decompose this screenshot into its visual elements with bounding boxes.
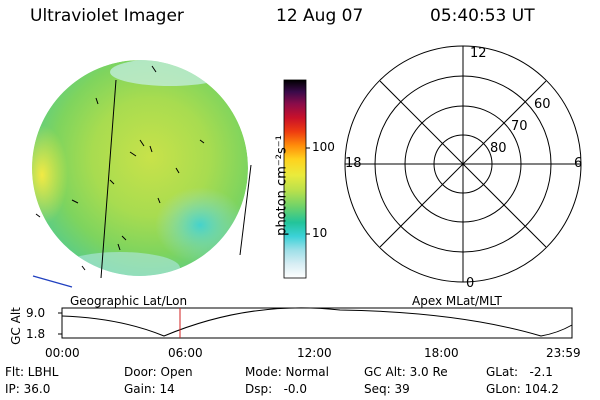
mlt-label-6: 6 bbox=[574, 156, 583, 171]
strip-xtick-1800: 18:00 bbox=[424, 346, 459, 360]
strip-xtick-2359: 23:59 bbox=[546, 346, 581, 360]
info-mode: Mode: Normal bbox=[245, 365, 329, 379]
strip-xtick-0000: 00:00 bbox=[45, 346, 80, 360]
strip-xtick-1200: 12:00 bbox=[297, 346, 332, 360]
mlt-label-12: 12 bbox=[470, 46, 487, 61]
strip-right-label: Apex MLat/MLT bbox=[412, 294, 502, 308]
colorbar-tick-10: 10 bbox=[312, 226, 328, 240]
info-dsp: Dsp: -0.0 bbox=[245, 382, 308, 396]
strip-xtick-0600: 06:00 bbox=[168, 346, 203, 360]
mlt-label-0: 0 bbox=[466, 276, 475, 291]
info-gain: Gain: 14 bbox=[124, 382, 175, 396]
info-door: Door: Open bbox=[124, 365, 193, 379]
mlat-label-60: 60 bbox=[534, 97, 551, 112]
strip-left-label: Geographic Lat/Lon bbox=[70, 294, 188, 308]
info-glat: GLat: -2.1 bbox=[486, 365, 553, 379]
strip-ytick-1.8: 1.8 bbox=[26, 327, 46, 341]
info-seq: Seq: 39 bbox=[364, 382, 410, 396]
colorbar-tick-100: 100 bbox=[312, 140, 335, 154]
info-gcalt: GC Alt: 3.0 Re bbox=[364, 365, 448, 379]
mlt-label-18: 18 bbox=[345, 156, 362, 171]
info-flt: Flt: LBHL bbox=[5, 365, 59, 379]
strip-ytick-9: 9.0 bbox=[26, 306, 46, 320]
observation-time: 05:40:53 UT bbox=[430, 6, 535, 26]
info-glon: GLon: 104.2 bbox=[486, 382, 559, 396]
info-ip: IP: 36.0 bbox=[5, 382, 51, 396]
mlat-label-70: 70 bbox=[511, 119, 528, 134]
instrument-title: Ultraviolet Imager bbox=[30, 6, 184, 26]
mlat-label-80: 80 bbox=[490, 141, 507, 156]
observation-date: 12 Aug 07 bbox=[276, 6, 364, 26]
